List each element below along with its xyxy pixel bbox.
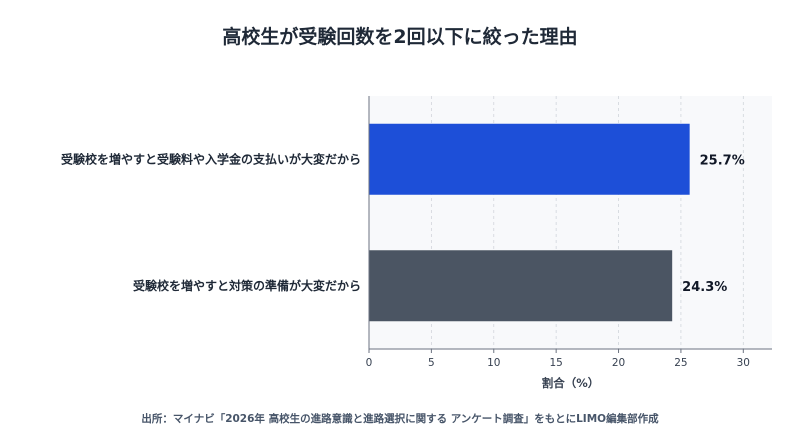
chart-title: 高校生が受験回数を2回以下に絞った理由 (222, 26, 578, 48)
bars: 25.7% 受験校を増やすと受験料や入学金の支払いが大変だから 24.3% 受験校を増… (61, 123, 745, 322)
bar (369, 123, 690, 195)
x-tick-label: 20 (612, 357, 625, 369)
x-tick-label: 15 (549, 357, 562, 369)
x-axis-title: 割合（%） (542, 376, 600, 390)
category-label: 受験校を増やすと受験料や入学金の支払いが大変だから (61, 151, 361, 166)
source-note: 出所：マイナビ「2026年 高校生の進路意識と進路選択に関する アンケート調査」… (141, 413, 659, 425)
bar (369, 250, 673, 322)
x-tick-label: 5 (428, 357, 435, 369)
bar-value-label: 24.3% (682, 280, 727, 295)
x-tick-label: 30 (737, 357, 750, 369)
bar-value-label: 25.7% (700, 153, 745, 168)
x-tick-label: 10 (487, 357, 500, 369)
x-axis: 0 5 10 15 20 25 30 (366, 96, 772, 369)
category-label: 受験校を増やすと対策の準備が大変だから (133, 278, 361, 293)
x-tick-label: 0 (366, 357, 373, 369)
x-tick-label: 25 (674, 357, 687, 369)
